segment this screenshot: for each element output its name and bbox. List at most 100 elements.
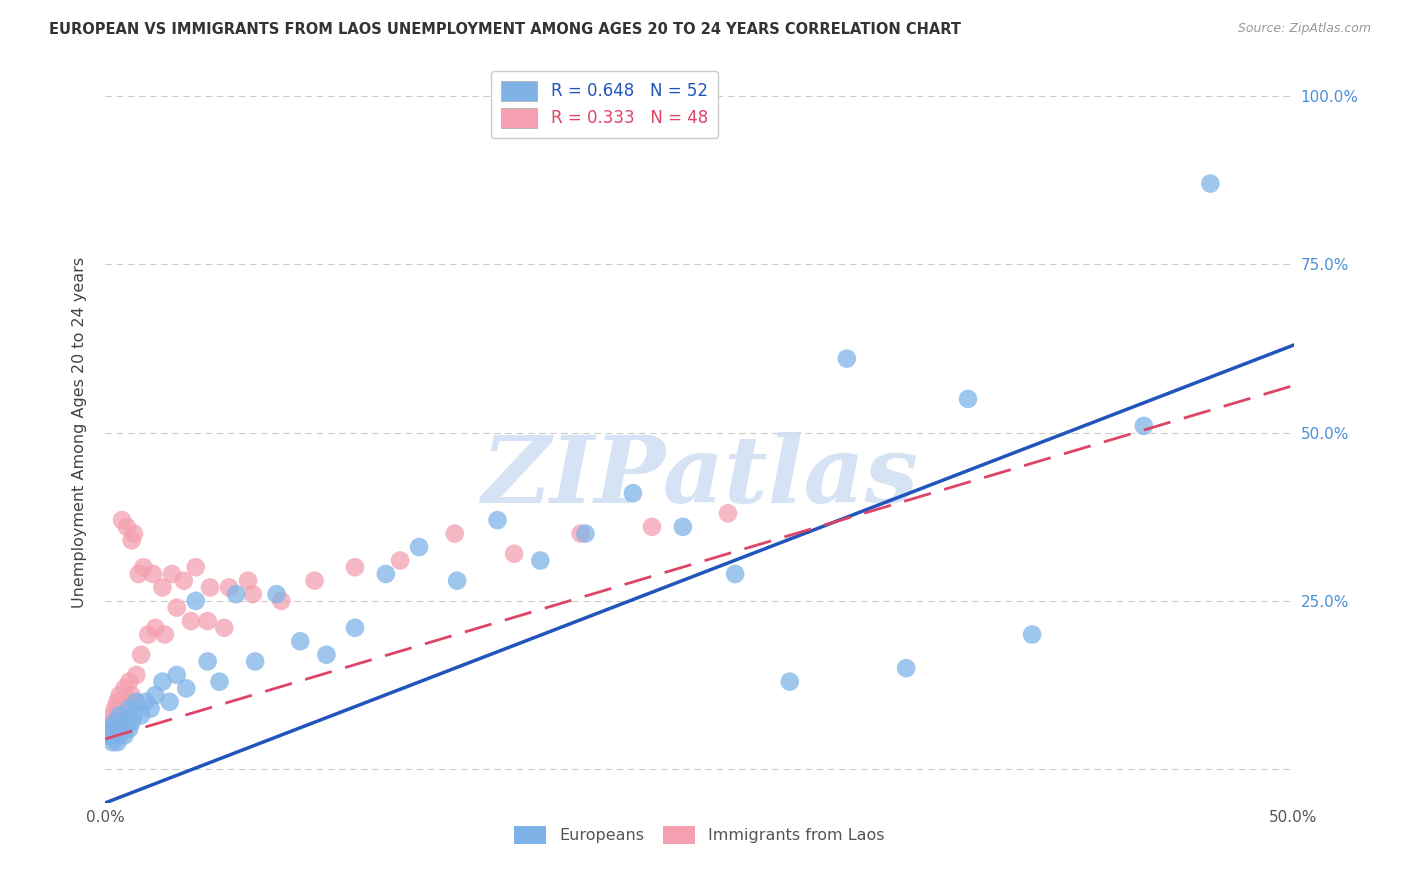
Point <box>184 594 207 608</box>
Point <box>315 648 337 662</box>
Point <box>104 701 127 715</box>
Point <box>108 708 131 723</box>
Point <box>1199 177 1222 191</box>
Point <box>121 533 143 548</box>
Point <box>125 668 148 682</box>
Point <box>641 520 664 534</box>
Point <box>214 621 236 635</box>
Point <box>136 627 159 641</box>
Point <box>290 634 312 648</box>
Point <box>101 735 124 749</box>
Point <box>486 513 509 527</box>
Point <box>115 520 138 534</box>
Point <box>128 566 150 581</box>
Point <box>104 729 127 743</box>
Point <box>122 526 145 541</box>
Point <box>159 695 181 709</box>
Point <box>108 729 131 743</box>
Point <box>343 621 366 635</box>
Point <box>104 729 127 743</box>
Point <box>208 674 231 689</box>
Point <box>180 614 202 628</box>
Point <box>529 553 551 567</box>
Point <box>270 594 292 608</box>
Point <box>503 547 526 561</box>
Point <box>408 540 430 554</box>
Point <box>1133 418 1156 433</box>
Point <box>142 566 165 581</box>
Point <box>108 708 131 723</box>
Point <box>105 735 128 749</box>
Point <box>166 600 188 615</box>
Point <box>122 708 145 723</box>
Point <box>198 581 221 595</box>
Point <box>101 708 124 723</box>
Point <box>446 574 468 588</box>
Point <box>105 695 128 709</box>
Point <box>218 581 240 595</box>
Point <box>197 655 219 669</box>
Point <box>101 714 124 729</box>
Point <box>174 681 197 696</box>
Point <box>118 701 141 715</box>
Point <box>111 714 134 729</box>
Point <box>243 655 266 669</box>
Point <box>111 722 134 736</box>
Y-axis label: Unemployment Among Ages 20 to 24 years: Unemployment Among Ages 20 to 24 years <box>72 257 87 608</box>
Point <box>111 701 134 715</box>
Point <box>129 708 152 723</box>
Point <box>152 674 174 689</box>
Point <box>121 688 143 702</box>
Point <box>118 674 141 689</box>
Point <box>266 587 288 601</box>
Point <box>236 574 259 588</box>
Text: ZIPatlas: ZIPatlas <box>481 432 918 522</box>
Point <box>132 560 155 574</box>
Point <box>143 621 166 635</box>
Point <box>118 722 141 736</box>
Point <box>97 729 120 743</box>
Point <box>135 695 157 709</box>
Point <box>115 695 138 709</box>
Point <box>105 722 128 736</box>
Point <box>143 688 166 702</box>
Point <box>779 674 801 689</box>
Point <box>105 722 128 736</box>
Point <box>115 714 138 729</box>
Point <box>98 722 121 736</box>
Point <box>443 526 465 541</box>
Point <box>129 648 152 662</box>
Point <box>152 581 174 595</box>
Point <box>569 526 592 541</box>
Text: Source: ZipAtlas.com: Source: ZipAtlas.com <box>1237 22 1371 36</box>
Point <box>101 722 124 736</box>
Point <box>173 574 195 588</box>
Point <box>121 714 143 729</box>
Point <box>114 681 136 696</box>
Point <box>184 560 207 574</box>
Point <box>225 587 247 601</box>
Point <box>835 351 858 366</box>
Point <box>97 729 120 743</box>
Point <box>724 566 747 581</box>
Point <box>160 566 183 581</box>
Point <box>574 526 596 541</box>
Point <box>242 587 264 601</box>
Point <box>98 729 121 743</box>
Point <box>139 701 162 715</box>
Point <box>304 574 326 588</box>
Point <box>197 614 219 628</box>
Point <box>343 560 366 574</box>
Point <box>104 714 127 729</box>
Point <box>672 520 695 534</box>
Point <box>166 668 188 682</box>
Legend: Europeans, Immigrants from Laos: Europeans, Immigrants from Laos <box>508 819 891 850</box>
Text: EUROPEAN VS IMMIGRANTS FROM LAOS UNEMPLOYMENT AMONG AGES 20 TO 24 YEARS CORRELAT: EUROPEAN VS IMMIGRANTS FROM LAOS UNEMPLO… <box>49 22 962 37</box>
Point <box>108 688 131 702</box>
Point <box>374 566 396 581</box>
Point <box>1021 627 1043 641</box>
Point <box>153 627 176 641</box>
Point <box>125 695 148 709</box>
Point <box>389 553 412 567</box>
Point <box>621 486 644 500</box>
